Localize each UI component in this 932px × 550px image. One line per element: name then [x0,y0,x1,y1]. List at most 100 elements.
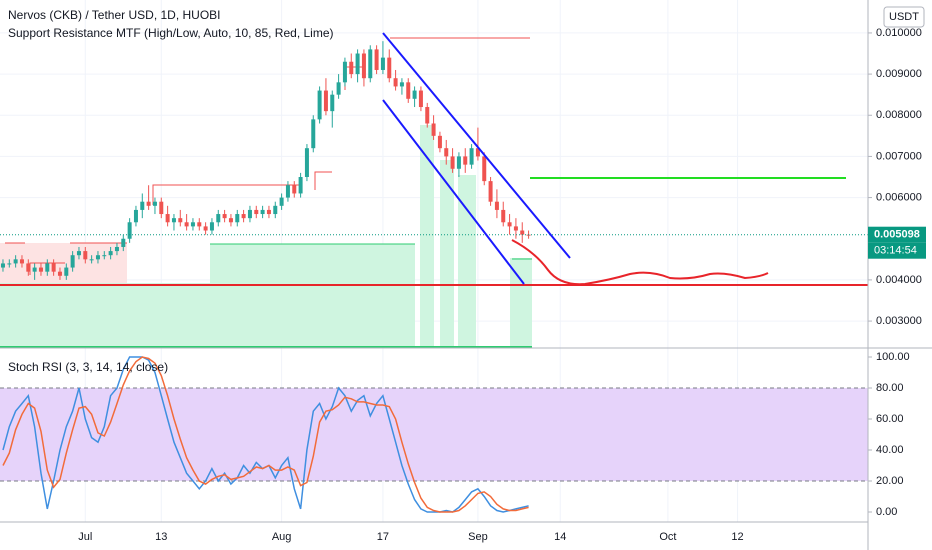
support-zone [210,244,415,283]
indicator-label: Support Resistance MTF (High/Low, Auto, … [8,26,334,40]
candle-body [241,214,246,219]
candle-body [412,90,417,99]
y-tick-label: 0.00 [876,506,897,518]
candle-body [368,49,373,79]
y-tick-label: 100.00 [876,351,910,363]
drawings [0,32,868,286]
candle-body [469,148,474,165]
y-tick-label: 40.00 [876,444,904,456]
candle-body [146,201,151,206]
candle-body [431,123,436,136]
candle-body [190,222,195,227]
candle-body [70,255,75,268]
candle-body [83,251,88,260]
candle-body [450,156,455,169]
candle-body [336,82,341,95]
candle-body [342,61,347,83]
candle-body [520,230,525,235]
currency-button[interactable] [883,6,925,28]
candle-body [298,176,303,194]
band [0,387,868,481]
candle-body [361,53,366,79]
series-line [2,356,529,513]
x-tick-label: Aug [272,531,292,543]
projection-path [511,239,769,286]
candle-body [317,90,322,120]
candle-body [475,148,480,157]
marks [0,41,868,513]
y-tick-label: 0.004000 [876,274,922,286]
y-tick-label: 80.00 [876,382,904,394]
y-tick-label: 0.008000 [876,109,922,121]
candle-body [228,218,233,223]
y-tick-label: 20.00 [876,475,904,487]
x-tick-label: Jul [78,531,92,543]
candle-body [285,185,290,198]
candle-body [507,222,512,227]
candle-body [292,185,297,194]
countdown-label: 03:14:54 [874,245,917,257]
support-zone [0,283,415,347]
candle-body [273,205,278,215]
support-zone [440,160,454,347]
candle-body [393,78,398,87]
x-tick-label: 14 [554,531,566,543]
candle-body [399,82,404,87]
candle-body [380,57,385,70]
oscillator-label: Stoch RSI (3, 3, 14, 14, close) [8,360,168,374]
candle-body [203,226,208,231]
y-tick-label: 0.006000 [876,191,922,203]
candle-body [222,214,227,219]
candle-body [32,267,37,272]
candle-body [482,156,487,182]
candle-body [513,226,518,231]
candle-body [323,90,328,112]
candle-body [89,259,94,261]
candle-body [330,94,335,112]
candle-body [95,255,100,260]
candle-body [102,255,107,257]
candle-body [159,201,164,215]
candle-body [304,148,309,177]
channel-line [382,99,525,285]
y-tick-label: 60.00 [876,413,904,425]
candle-body [494,201,499,210]
candle-body [260,209,265,215]
candle-body [216,214,221,223]
candle-body [254,209,259,215]
y-tick-label: 0.003000 [876,315,922,327]
resistance-line [152,184,300,205]
support-zone [510,258,532,347]
candle-body [76,251,81,256]
candle-body [311,119,316,149]
price-tag-label: 0.005098 [874,229,920,241]
candle-body [133,209,138,223]
candle-body [152,201,157,206]
countdown-tag [868,242,926,259]
candle-body [7,263,12,265]
currency-label[interactable]: USDT [889,11,919,23]
x-tick-label: 12 [731,531,743,543]
x-tick-label: Sep [468,531,488,543]
candle-body [266,209,271,215]
candle-body [171,218,176,223]
candle-body [38,267,43,272]
candle-body [165,214,170,223]
candle-body [19,259,24,264]
support-zone [458,175,476,347]
chart-title: Nervos (CKB) / Tether USD, 1D, HUOBI [8,8,221,22]
y-tick-label: 0.009000 [876,68,922,80]
support-zone [420,125,434,347]
candle-body [108,251,113,256]
candle-body [51,263,56,272]
candle-body [127,222,132,239]
y-tick-label: 0.010000 [876,27,922,39]
x-tick-label: 13 [155,531,167,543]
candle-body [374,49,379,70]
candle-body [425,107,430,124]
candle-body [437,135,442,149]
candle-body [184,222,189,227]
candle-body [444,148,449,157]
candle-body [349,61,354,75]
